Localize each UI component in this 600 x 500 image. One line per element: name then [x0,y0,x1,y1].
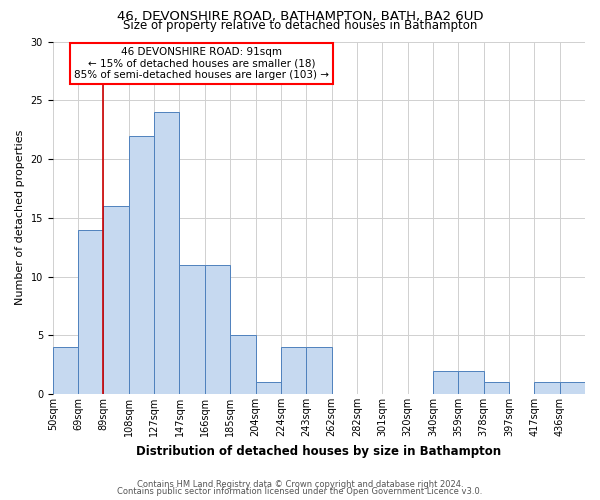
Bar [535,382,560,394]
Bar [484,382,509,394]
Bar [129,136,154,394]
Bar [53,347,78,394]
Bar [230,336,256,394]
Bar [560,382,585,394]
Bar [205,265,230,394]
Text: Contains public sector information licensed under the Open Government Licence v3: Contains public sector information licen… [118,487,482,496]
Text: Contains HM Land Registry data © Crown copyright and database right 2024.: Contains HM Land Registry data © Crown c… [137,480,463,489]
Bar [433,370,458,394]
Text: Size of property relative to detached houses in Bathampton: Size of property relative to detached ho… [123,18,477,32]
Bar [306,347,332,394]
Bar [281,347,306,394]
Bar [458,370,484,394]
Text: 46, DEVONSHIRE ROAD, BATHAMPTON, BATH, BA2 6UD: 46, DEVONSHIRE ROAD, BATHAMPTON, BATH, B… [117,10,483,23]
X-axis label: Distribution of detached houses by size in Bathampton: Distribution of detached houses by size … [136,444,502,458]
Bar [256,382,281,394]
Text: 46 DEVONSHIRE ROAD: 91sqm
← 15% of detached houses are smaller (18)
85% of semi-: 46 DEVONSHIRE ROAD: 91sqm ← 15% of detac… [74,47,329,80]
Y-axis label: Number of detached properties: Number of detached properties [15,130,25,306]
Bar [78,230,103,394]
Bar [179,265,205,394]
Bar [103,206,129,394]
Bar [154,112,179,394]
